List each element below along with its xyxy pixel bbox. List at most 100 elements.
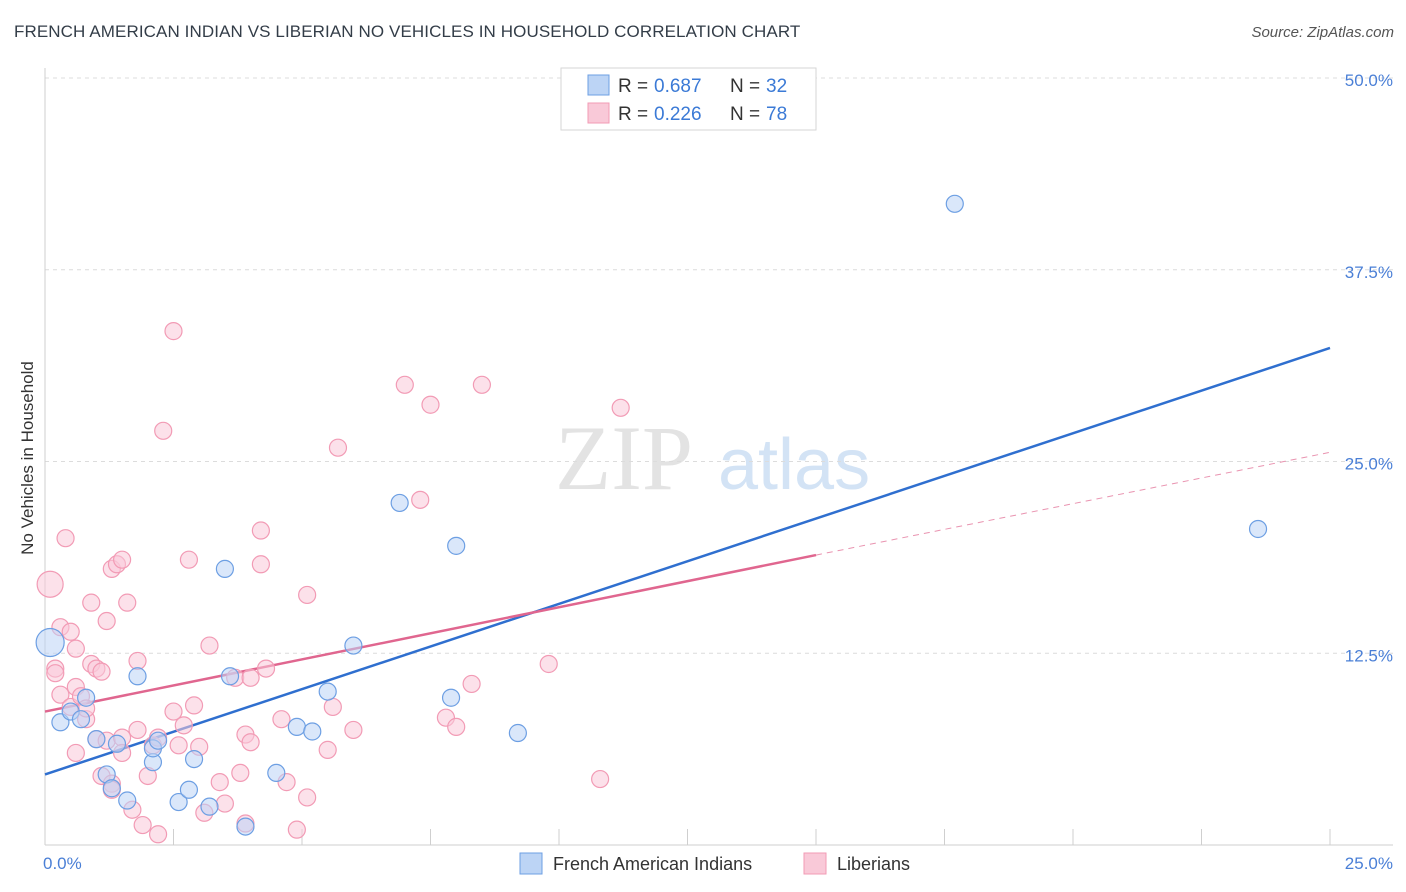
point-1-42 (174, 716, 193, 735)
bottom-legend-swatch-french-american-indians (519, 852, 543, 875)
point-0-29 (508, 723, 527, 743)
point-1-55 (241, 668, 260, 687)
point-1-20 (97, 611, 116, 631)
point-0-20 (236, 817, 255, 836)
point-1-69 (411, 490, 430, 509)
point-1-33 (133, 815, 152, 835)
bottom-legend-label-french-american-indians: French American Indians (553, 854, 752, 874)
point-1-9 (66, 743, 85, 763)
point-0-21 (267, 763, 286, 783)
watermark-atlas: atlas (718, 425, 870, 505)
legend-n-value-1: 32 (766, 76, 787, 97)
y-tick-label-3: 12.5% (1345, 646, 1393, 665)
x-tick-max: 25.0% (1345, 854, 1393, 873)
point-0-13 (148, 731, 168, 750)
point-0-31 (1248, 519, 1268, 539)
point-0-10 (128, 667, 147, 686)
trend-line-1 (44, 553, 817, 713)
bottom-legend-label-liberians: Liberians (837, 854, 910, 874)
watermark-zip: ZIP (555, 407, 693, 509)
point-1-62 (298, 788, 317, 807)
point-0-23 (303, 722, 322, 741)
watermark: ZIP atlas (555, 407, 870, 509)
point-1-32 (128, 651, 147, 671)
point-0-26 (390, 493, 409, 513)
point-1-51 (231, 763, 250, 783)
point-1-61 (287, 820, 306, 839)
point-1-56 (251, 521, 270, 540)
point-1-66 (328, 438, 348, 457)
point-1-19 (92, 662, 111, 681)
point-1-67 (344, 720, 363, 740)
chart-title: FRENCH AMERICAN INDIAN VS LIBERIAN NO VE… (14, 22, 801, 41)
point-1-64 (318, 740, 337, 759)
point-1-76 (591, 769, 610, 789)
point-1-68 (395, 375, 414, 394)
point-1-38 (154, 421, 173, 440)
point-0-3 (71, 710, 91, 729)
point-1-31 (128, 720, 147, 740)
point-1-3 (51, 685, 70, 704)
legend-r-value-1: 0.687 (654, 76, 702, 97)
point-1-72 (447, 717, 466, 736)
point-1-70 (421, 395, 440, 414)
legend-r-label-1: R = (618, 76, 648, 97)
point-1-28 (112, 550, 132, 569)
point-0-17 (200, 797, 219, 816)
point-0-27 (441, 688, 461, 707)
point-1-0 (36, 570, 64, 598)
point-1-54 (241, 733, 260, 752)
point-0-9 (118, 791, 137, 810)
point-0-8 (107, 734, 127, 753)
point-0-19 (220, 667, 240, 686)
point-1-48 (210, 773, 229, 792)
point-1-73 (462, 674, 481, 694)
y-tick-label-2: 25.0% (1345, 455, 1393, 474)
point-0-30 (945, 194, 964, 213)
point-1-58 (256, 659, 276, 678)
x-tick-min: 0.0% (43, 854, 82, 873)
legend-r-label-2: R = (618, 104, 648, 125)
point-0-15 (179, 780, 199, 799)
point-0-7 (102, 779, 121, 798)
legend-n-value-2: 78 (766, 104, 787, 125)
point-0-4 (77, 688, 96, 707)
legend-n-label-2: N = (730, 104, 760, 125)
point-0-28 (447, 536, 466, 555)
point-1-63 (298, 585, 317, 605)
point-1-29 (118, 593, 137, 612)
point-1-5 (56, 529, 75, 548)
point-1-14 (82, 593, 101, 612)
source-label: Source: ZipAtlas.com (1251, 24, 1394, 41)
point-1-43 (179, 550, 199, 569)
series-legend: French American Indians Liberians (519, 852, 910, 875)
point-0-5 (87, 730, 106, 749)
y-tick-label-1: 37.5% (1345, 263, 1393, 282)
point-1-47 (200, 636, 219, 655)
point-1-49 (215, 794, 234, 813)
point-1-40 (164, 322, 183, 341)
point-1-2 (46, 664, 65, 683)
point-1-77 (611, 398, 630, 417)
point-0-14 (169, 792, 188, 812)
bottom-legend-swatch-liberians (803, 852, 827, 875)
trend-line-0 (44, 346, 1331, 776)
point-1-41 (169, 736, 188, 755)
point-1-6 (61, 622, 80, 641)
legend-swatch-liberians (587, 102, 610, 124)
y-tick-label-0: 50.0% (1345, 71, 1393, 90)
point-0-24 (318, 682, 337, 701)
point-1-74 (472, 375, 491, 394)
point-1-57 (251, 555, 270, 574)
point-0-22 (287, 717, 306, 736)
point-1-37 (148, 825, 168, 844)
correlation-legend: R = 0.687 N = 32 R = 0.226 N = 78 (560, 67, 817, 131)
point-1-75 (539, 654, 558, 674)
trend-extension-1 (815, 451, 1331, 556)
legend-n-label-1: N = (730, 76, 760, 97)
point-0-18 (215, 559, 234, 578)
point-0-16 (184, 749, 204, 769)
point-0-0 (35, 627, 65, 658)
point-1-8 (66, 639, 85, 658)
